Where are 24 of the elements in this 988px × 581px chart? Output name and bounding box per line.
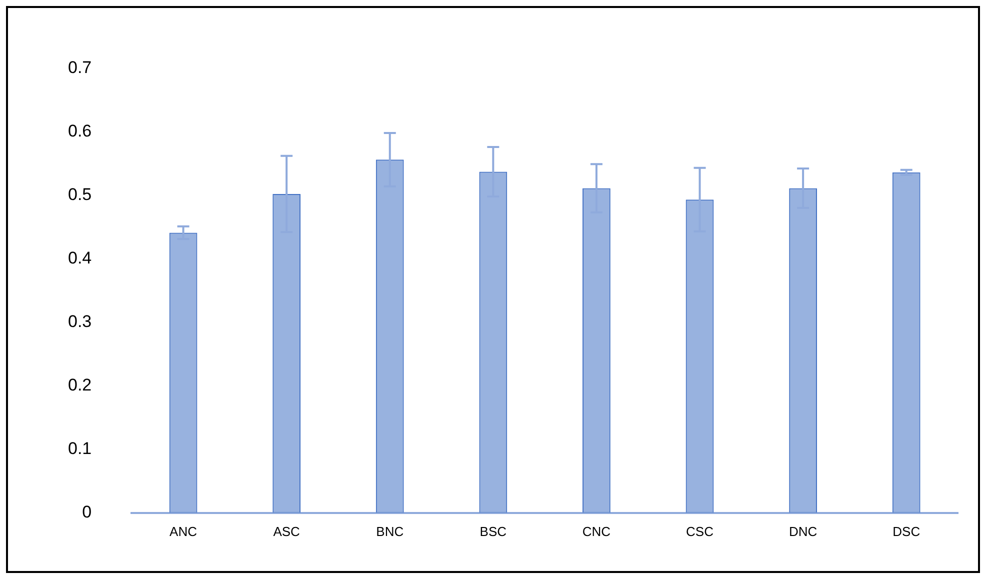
x-tick-label: CNC — [582, 524, 611, 540]
bar — [479, 172, 508, 513]
y-tick-label: 0.6 — [68, 121, 92, 140]
y-tick-label: 0.2 — [68, 375, 92, 394]
bar — [686, 200, 714, 513]
bar — [376, 160, 404, 513]
y-tick-label: 0.4 — [68, 248, 92, 268]
bar — [892, 172, 920, 513]
x-tick-label: CSC — [686, 524, 714, 540]
x-tick-label: DNC — [788, 524, 818, 540]
bar — [582, 188, 610, 513]
y-tick-label: 0 — [82, 502, 92, 522]
x-tick-label: DSC — [892, 524, 920, 540]
x-tick-label: BNC — [376, 524, 404, 540]
x-tick-label: ANC — [170, 524, 198, 540]
x-tick-label: ASC — [273, 524, 300, 540]
x-tick-label: BSC — [480, 524, 507, 540]
bar — [169, 232, 198, 513]
y-tick-label: 0.5 — [68, 184, 92, 204]
y-tick-label: 0.1 — [68, 438, 92, 458]
y-tick-label: 0.3 — [68, 312, 92, 331]
bar — [272, 194, 301, 513]
bar — [789, 188, 817, 513]
y-tick-label: 0.7 — [68, 58, 92, 77]
